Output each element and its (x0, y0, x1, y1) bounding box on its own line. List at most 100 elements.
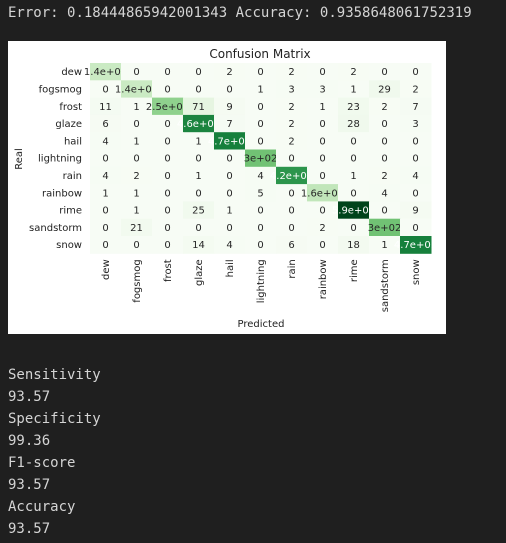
cell-value-label: 0 (195, 188, 201, 199)
cell-value-label: 0 (412, 154, 418, 165)
heatmap-cell (152, 132, 184, 150)
heatmap-cell (400, 80, 432, 99)
cell-value-label: 1 (226, 206, 232, 217)
y-tick-label: rain (63, 171, 82, 182)
cell-value-label: 0 (102, 206, 108, 217)
cell-value-label: 0 (164, 188, 170, 199)
heatmap-cell (338, 236, 370, 254)
x-tick-label: lightning (256, 259, 267, 303)
heatmap-cell (90, 201, 122, 220)
error-label: Error: (8, 5, 59, 21)
cell-value-label: 0 (195, 84, 201, 95)
cell-value-label: 0 (164, 67, 170, 78)
heatmap-cell (338, 63, 370, 81)
metric-label: F1-score (8, 455, 76, 471)
cell-value-label: 1 (133, 136, 139, 147)
cell-value-label: 1 (102, 188, 108, 199)
cell-value-label: 0 (102, 154, 108, 165)
cell-value-label: 0 (257, 119, 263, 130)
heatmap-cell (369, 236, 401, 254)
cell-value-label: 71 (192, 102, 205, 113)
cell-value-label: 0 (381, 136, 387, 147)
heatmap-cell (307, 149, 339, 168)
cell-value-label: 0 (164, 119, 170, 130)
heatmap-cell (276, 132, 308, 150)
cell-value-label: 1 (133, 206, 139, 217)
cell-value-label: 0 (226, 188, 232, 199)
heatmap-cell (183, 97, 215, 116)
cell-value-label: 0 (133, 67, 139, 78)
cell-value-label: 4 (412, 171, 418, 182)
y-tick-label: dew (61, 67, 82, 78)
cell-value-label: 1 (257, 84, 263, 95)
heatmap-cell (276, 236, 308, 254)
heatmap-cell (90, 218, 122, 237)
heatmap-cell (245, 97, 277, 116)
cell-value-label: 0 (133, 119, 139, 130)
y-tick-label: sandstorm (29, 223, 82, 234)
x-tick-label: rainbow (318, 259, 329, 299)
heatmap-cell (369, 184, 401, 202)
cell-value-label: 0 (164, 84, 170, 95)
y-tick-label: fogsmog (39, 84, 82, 95)
heatmap-cell (369, 132, 401, 150)
x-tick-label: dew (101, 259, 112, 280)
cell-value-label: 0 (164, 171, 170, 182)
cell-value-label: 4 (381, 188, 387, 199)
cell-value-label: 0 (133, 240, 139, 251)
heatmap-cell (400, 132, 432, 150)
heatmap-cell (400, 63, 432, 81)
heatmap-cell (214, 97, 246, 116)
console-output-header: Error: 0.18444865942001343 Accuracy: 0.9… (8, 5, 472, 21)
cell-value-label: 0 (288, 206, 294, 217)
heatmap-cell (369, 80, 401, 99)
cell-value-label: 0 (102, 240, 108, 251)
heatmap-cell (152, 201, 184, 220)
heatmap-cell (338, 201, 370, 220)
heatmap-cell (183, 218, 215, 237)
y-tick-label: rime (59, 206, 82, 217)
cell-value-label: 0 (257, 102, 263, 113)
cell-value-label: 11 (99, 102, 112, 113)
cell-value-label: 4 (102, 171, 108, 182)
cell-value-label: 4 (102, 136, 108, 147)
heatmap-cell (338, 184, 370, 202)
heatmap-cell (152, 114, 184, 133)
confusion-matrix-figure: Confusion Matrix Predicted Real 1.4e+02 0… (8, 41, 446, 334)
cell-value-label: 2 (319, 223, 325, 234)
heatmap-cell (307, 236, 339, 254)
heatmap-cell (152, 236, 184, 254)
cell-value-label: 0 (164, 206, 170, 217)
y-axis-label: Real (14, 148, 25, 170)
cell-value-label: 0 (319, 240, 325, 251)
cell-value-label: 0 (412, 188, 418, 199)
cell-value-label: 2 (381, 171, 387, 182)
heatmap-cell (152, 166, 184, 185)
cell-value-label: 0 (412, 223, 418, 234)
x-axis-label: Predicted (238, 319, 285, 330)
x-tick-label: sandstorm (380, 259, 391, 312)
cell-value-label: 1 (319, 102, 325, 113)
heatmap-cell (245, 114, 277, 133)
cell-value-label: 25 (192, 206, 205, 217)
heatmap-cell (369, 166, 401, 185)
cell-value-label: 1 (133, 188, 139, 199)
cell-value-label: 0 (319, 119, 325, 130)
y-tick-label: snow (56, 240, 82, 251)
heatmap-cell (400, 236, 432, 254)
cell-value-label: 0 (288, 188, 294, 199)
heatmap-cell (214, 218, 246, 237)
cell-value-label: 4 (257, 171, 263, 182)
heatmap-cell (90, 149, 122, 168)
heatmap-cell (338, 218, 370, 237)
cell-value-label: 2 (288, 102, 294, 113)
heatmap-cell (214, 201, 246, 220)
cell-value-label: 0 (350, 154, 356, 165)
heatmap-cell (214, 63, 246, 81)
cell-value-label: 0 (195, 67, 201, 78)
heatmap-cell (90, 97, 122, 116)
cell-value-label: 0 (350, 136, 356, 147)
metric-label: Sensitivity (8, 367, 101, 383)
heatmap-cell (214, 132, 246, 150)
heatmap-cell (400, 97, 432, 116)
